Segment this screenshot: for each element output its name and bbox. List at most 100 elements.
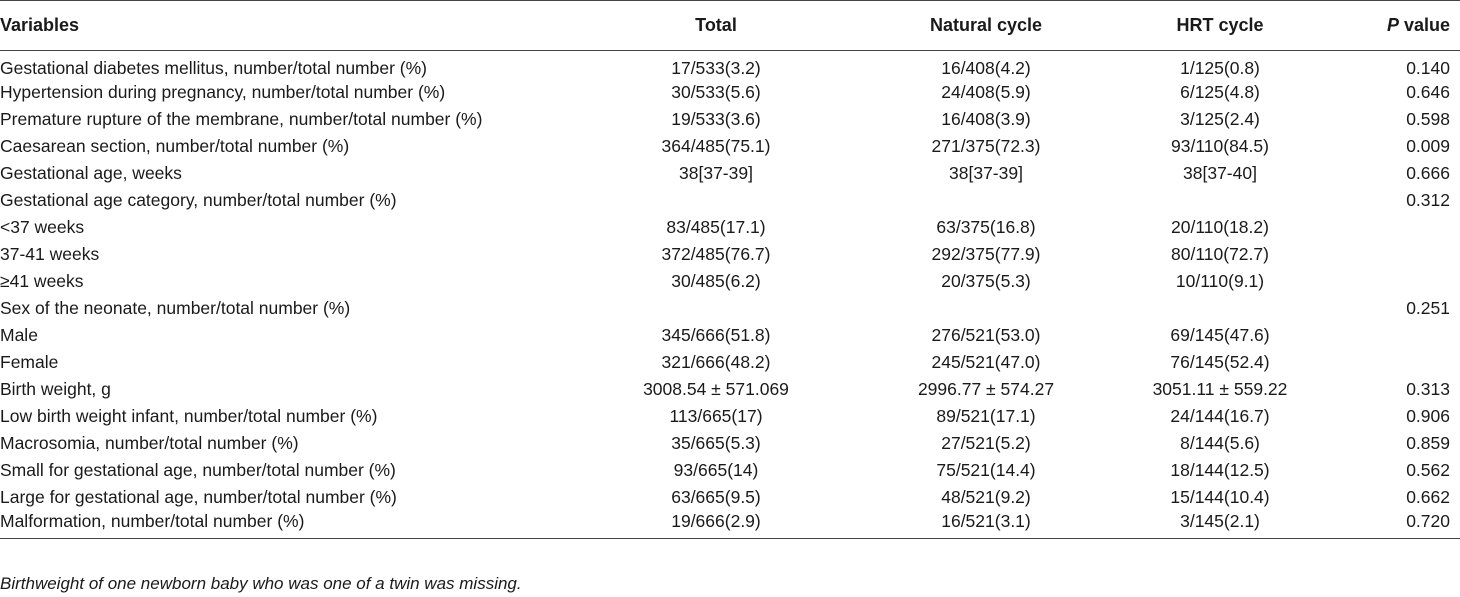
cell-hrt-cycle: 15/144(10.4) — [1170, 487, 1270, 507]
table-row: Caesarean section, number/total number (… — [0, 133, 1460, 160]
header-p-rest: value — [1398, 15, 1450, 35]
cell-p-value: 0.720 — [1340, 511, 1460, 539]
table-row: Macrosomia, number/total number (%) 35/66… — [0, 430, 1460, 457]
cell-hrt-cycle: 93/110(84.5) — [1171, 136, 1269, 156]
cell-variable: 37-41 weeks — [0, 244, 100, 264]
table-row: <37 weeks 83/485(17.1) 63/375(16.8) 20/110(… — [0, 214, 1460, 241]
table-row: Birth weight, g 3008.54 ± 571.069 2996.77 … — [0, 376, 1460, 403]
cell-total: 19/666(2.9) — [560, 511, 872, 539]
cell-hrt-cycle: 20/110(18.2) — [1171, 217, 1269, 237]
cell-hrt-cycle: 6/125(4.8) — [1180, 82, 1260, 102]
cell-natural-cycle: 271/375(72.3) — [931, 136, 1041, 156]
cell-total: 113/665(17) — [669, 406, 763, 426]
cell-p-value — [1340, 241, 1460, 268]
cell-p-value: 0.140 — [1406, 58, 1450, 78]
cell-total — [560, 295, 872, 322]
cell-total: 35/665(5.3) — [671, 433, 761, 453]
cell-variable: Hypertension during pregnancy, number/to… — [0, 82, 446, 102]
cell-natural-cycle — [872, 187, 1100, 214]
table-row: Sex of the neonate, number/total number … — [0, 295, 1460, 322]
cell-hrt-cycle: 76/145(52.4) — [1170, 352, 1270, 372]
cell-hrt-cycle: 80/110(72.7) — [1171, 244, 1269, 264]
cell-total: 83/485(17.1) — [666, 217, 766, 237]
cell-hrt-cycle: 69/145(47.6) — [1170, 325, 1270, 345]
cell-hrt-cycle: 3/125(2.4) — [1180, 109, 1260, 129]
table-row: Large for gestational age, number/total … — [0, 484, 1460, 511]
cell-variable: <37 weeks — [0, 217, 85, 237]
cell-total: 19/533(3.6) — [671, 109, 761, 129]
cell-p-value: 0.666 — [1406, 163, 1450, 183]
cell-total: 3008.54 ± 571.069 — [643, 379, 789, 399]
cell-p-value: 0.906 — [1406, 406, 1450, 426]
table-row: Gestational age category, number/total n… — [0, 187, 1460, 214]
cell-natural-cycle: 16/521(3.1) — [872, 511, 1100, 539]
cell-total: 17/533(3.2) — [671, 58, 761, 78]
cell-variable: Female — [0, 352, 59, 372]
cell-total: 63/665(9.5) — [671, 487, 761, 507]
table-row: Malformation, number/total number (%) 19/… — [0, 511, 1460, 539]
cell-natural-cycle: 27/521(5.2) — [941, 433, 1031, 453]
table-row: Small for gestational age, number/total … — [0, 457, 1460, 484]
cell-hrt-cycle: 3051.11 ± 559.22 — [1152, 379, 1288, 399]
cell-hrt-cycle: 18/144(12.5) — [1170, 460, 1270, 480]
header-p-value: P value — [1340, 0, 1460, 51]
cell-total: 321/666(48.2) — [661, 352, 771, 372]
cell-natural-cycle: 63/375(16.8) — [936, 217, 1036, 237]
cell-natural-cycle: 20/375(5.3) — [941, 271, 1031, 291]
cell-variable: Male — [0, 325, 38, 345]
table-row: Hypertension during pregnancy, number/to… — [0, 79, 1460, 106]
table-row: Gestational diabetes mellitus, number/to… — [0, 51, 1460, 80]
cell-total: 372/485(76.7) — [661, 244, 771, 264]
cell-natural-cycle: 245/521(47.0) — [931, 352, 1041, 372]
cell-variable: Caesarean section, number/total number (… — [0, 136, 350, 156]
cell-hrt-cycle: 24/144(16.7) — [1170, 406, 1270, 426]
cell-p-value — [1340, 322, 1460, 349]
cell-variable: Gestational age category, number/total n… — [0, 190, 397, 210]
cell-total: 345/666(51.8) — [661, 325, 771, 345]
cell-hrt-cycle: 3/145(2.1) — [1100, 511, 1340, 539]
cell-variable: Premature rupture of the membrane, numbe… — [0, 109, 483, 129]
cell-p-value: 0.562 — [1406, 460, 1450, 480]
cell-p-value — [1340, 214, 1460, 241]
cell-natural-cycle: 75/521(14.4) — [936, 460, 1036, 480]
cell-natural-cycle: 2996.77 ± 574.27 — [917, 379, 1055, 399]
cell-hrt-cycle: 1/125(0.8) — [1180, 58, 1260, 78]
cell-variable: Gestational age, weeks — [0, 163, 182, 183]
cell-p-value: 0.251 — [1406, 298, 1450, 318]
cell-p-value: 0.598 — [1406, 109, 1450, 129]
cell-variable: Birth weight, g — [0, 379, 111, 399]
cell-total: 30/485(6.2) — [671, 271, 761, 291]
cell-natural-cycle: 38[37-39] — [949, 163, 1023, 183]
header-hrt-cycle: HRT cycle — [1100, 0, 1340, 51]
cell-natural-cycle: 292/375(77.9) — [931, 244, 1041, 264]
header-row: Variables Total Natural cycle HRT cycle … — [0, 0, 1460, 51]
cell-p-value: 0.312 — [1406, 190, 1450, 210]
cell-variable: ≥41 weeks — [0, 271, 84, 291]
cell-natural-cycle: 48/521(9.2) — [941, 487, 1031, 507]
cell-hrt-cycle: 8/144(5.6) — [1180, 433, 1260, 453]
cell-hrt-cycle: 38[37-40] — [1183, 163, 1257, 183]
cell-total: 364/485(75.1) — [661, 136, 771, 156]
cell-p-value: 0.313 — [1406, 379, 1450, 399]
cell-natural-cycle: 89/521(17.1) — [936, 406, 1036, 426]
outcomes-table: Variables Total Natural cycle HRT cycle … — [0, 0, 1460, 539]
cell-total: 93/665(14) — [673, 460, 759, 480]
cell-variable: Macrosomia, number/total number (%) — [0, 433, 299, 453]
cell-total — [560, 187, 872, 214]
cell-p-value: 0.662 — [1406, 487, 1450, 507]
cell-variable: Malformation, number/total number (%) — [0, 511, 560, 539]
cell-variable: Sex of the neonate, number/total number … — [0, 298, 351, 318]
table-footnote: Birthweight of one newborn baby who was … — [0, 574, 522, 593]
cell-variable: Low birth weight infant, number/total nu… — [0, 406, 378, 426]
cell-hrt-cycle — [1100, 295, 1340, 322]
table-row: ≥41 weeks 30/485(6.2) 20/375(5.3) 10/110(9.… — [0, 268, 1460, 295]
cell-variable: Large for gestational age, number/total … — [0, 487, 397, 507]
cell-p-value: 0.646 — [1406, 82, 1450, 102]
cell-natural-cycle: 24/408(5.9) — [941, 82, 1031, 102]
table-row: Low birth weight infant, number/total nu… — [0, 403, 1460, 430]
cell-p-value — [1340, 349, 1460, 376]
cell-natural-cycle — [872, 295, 1100, 322]
cell-natural-cycle: 16/408(4.2) — [941, 58, 1031, 78]
cell-hrt-cycle — [1100, 187, 1340, 214]
